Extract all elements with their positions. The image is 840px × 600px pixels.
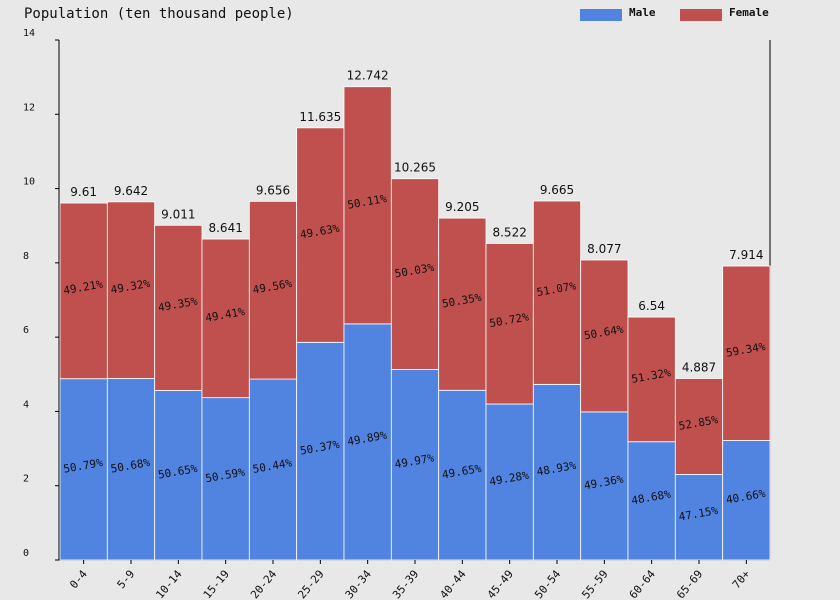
bar-segment [532,200,582,385]
bar-segment [106,378,156,561]
bar-segment [248,378,298,561]
total-label: 8.077 [587,242,621,256]
y-tick-label: 10 [23,177,35,188]
bar-segment [722,265,771,441]
total-label: 11.635 [299,110,341,124]
bar-segment [438,217,487,391]
bar-segment [343,323,392,561]
bar-segment [485,243,534,405]
legend-swatch [580,9,622,21]
total-label: 6.54 [638,299,665,313]
y-tick-label: 0 [23,548,29,559]
y-tick-label: 8 [23,251,29,262]
bar-segment [296,127,345,343]
bar-segment [674,378,724,475]
legend-label: Female [729,6,769,19]
bar-segment [390,178,440,370]
legend-swatch [680,9,722,21]
y-tick-label: 14 [23,28,35,39]
bar-segment [59,202,108,380]
total-label: 9.656 [256,183,290,197]
bar-segment [485,403,534,561]
total-label: 9.205 [445,200,479,214]
bar-segment [580,259,629,413]
bar-segment [201,238,250,399]
total-label: 9.642 [114,184,148,198]
total-label: 7.914 [729,248,763,262]
y-tick-label: 6 [23,325,29,336]
y-tick-label: 2 [23,474,29,485]
y-tick-label: 4 [23,399,29,410]
bar-segment [343,86,392,325]
total-label: 12.742 [347,69,389,83]
bar-segment [627,316,676,443]
total-label: 10.265 [394,161,436,175]
bar-segment [580,411,629,561]
legend-label: Male [629,6,656,19]
bar-segment [722,440,771,561]
total-label: 9.011 [161,207,195,221]
bar-segment [248,200,298,380]
total-label: 8.522 [492,225,526,239]
total-label: 8.641 [208,221,242,235]
total-label: 9.665 [540,183,574,197]
y-tick-label: 12 [23,102,35,113]
bar-segment [154,224,203,391]
bar-segment [106,201,156,379]
bar-segment [627,441,676,561]
total-label: 9.61 [70,185,97,199]
chart-title: Population (ten thousand people) [24,6,294,22]
total-label: 4.887 [682,360,716,374]
bar-segment [674,474,724,561]
bar-segment [201,397,250,561]
